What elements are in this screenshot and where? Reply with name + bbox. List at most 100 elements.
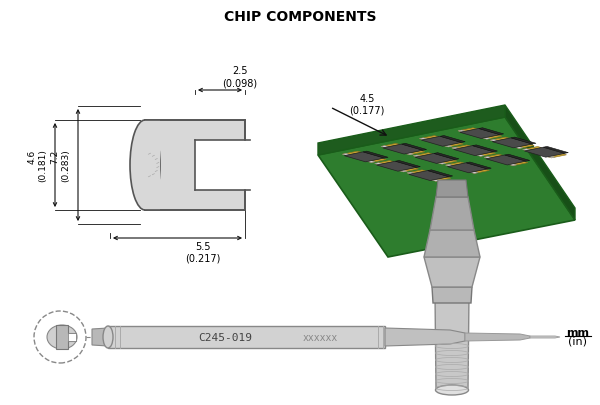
Polygon shape — [479, 128, 504, 135]
Polygon shape — [486, 156, 526, 166]
Polygon shape — [505, 106, 575, 220]
Polygon shape — [381, 144, 400, 148]
Polygon shape — [367, 161, 375, 163]
Polygon shape — [424, 257, 480, 287]
Polygon shape — [413, 153, 432, 158]
Polygon shape — [460, 129, 500, 139]
Polygon shape — [466, 163, 491, 170]
Text: C245-019: C245-019 — [198, 332, 252, 342]
FancyBboxPatch shape — [195, 141, 255, 190]
Polygon shape — [383, 145, 423, 155]
Polygon shape — [432, 180, 440, 182]
Polygon shape — [511, 138, 536, 145]
Polygon shape — [108, 326, 385, 348]
Polygon shape — [452, 145, 470, 150]
Polygon shape — [458, 128, 477, 132]
Polygon shape — [530, 336, 560, 338]
Polygon shape — [448, 163, 487, 173]
Polygon shape — [465, 333, 530, 341]
Polygon shape — [367, 159, 386, 163]
Polygon shape — [445, 143, 463, 147]
Ellipse shape — [436, 385, 469, 395]
Polygon shape — [68, 333, 76, 341]
Polygon shape — [445, 163, 464, 167]
Polygon shape — [515, 147, 523, 149]
Polygon shape — [490, 140, 498, 142]
Polygon shape — [490, 138, 509, 142]
Polygon shape — [445, 165, 453, 167]
Polygon shape — [436, 181, 468, 198]
Text: xxxxxx: xxxxxx — [302, 332, 338, 342]
Polygon shape — [419, 136, 438, 141]
Polygon shape — [548, 154, 566, 158]
Ellipse shape — [130, 121, 160, 211]
Polygon shape — [92, 328, 108, 346]
Polygon shape — [400, 168, 419, 173]
Polygon shape — [492, 139, 532, 149]
Polygon shape — [470, 172, 478, 174]
Polygon shape — [428, 171, 452, 177]
Polygon shape — [484, 155, 503, 159]
Polygon shape — [548, 157, 555, 158]
Polygon shape — [477, 153, 496, 157]
Polygon shape — [470, 170, 490, 174]
Polygon shape — [421, 137, 461, 147]
Polygon shape — [377, 162, 416, 172]
Polygon shape — [400, 171, 407, 173]
Polygon shape — [318, 106, 505, 156]
Polygon shape — [406, 153, 413, 156]
Polygon shape — [395, 161, 421, 168]
Ellipse shape — [103, 326, 113, 348]
Polygon shape — [524, 148, 565, 158]
Polygon shape — [509, 164, 517, 166]
Polygon shape — [523, 149, 530, 151]
Polygon shape — [452, 148, 459, 150]
Polygon shape — [509, 162, 528, 166]
Polygon shape — [385, 328, 465, 346]
Polygon shape — [477, 155, 484, 157]
Polygon shape — [343, 152, 361, 156]
Polygon shape — [505, 155, 530, 162]
Polygon shape — [484, 157, 491, 159]
Text: 4.5
(0.177): 4.5 (0.177) — [349, 94, 385, 115]
Text: 2.5
(0.098): 2.5 (0.098) — [223, 66, 257, 88]
Polygon shape — [445, 146, 452, 147]
Text: (in): (in) — [568, 336, 587, 346]
Text: 4.6
(0.181): 4.6 (0.181) — [28, 149, 47, 182]
Polygon shape — [543, 147, 568, 154]
Polygon shape — [415, 154, 455, 164]
Polygon shape — [432, 287, 472, 303]
Polygon shape — [363, 152, 388, 159]
Polygon shape — [344, 153, 385, 162]
Text: 5.5
(0.217): 5.5 (0.217) — [185, 241, 220, 263]
Polygon shape — [409, 171, 449, 181]
Polygon shape — [407, 171, 426, 175]
Text: mm: mm — [566, 327, 589, 337]
Polygon shape — [435, 295, 469, 390]
Polygon shape — [454, 146, 494, 156]
Polygon shape — [413, 156, 421, 158]
Polygon shape — [318, 118, 575, 257]
Polygon shape — [374, 161, 394, 165]
Polygon shape — [483, 136, 502, 140]
Ellipse shape — [47, 325, 77, 349]
Polygon shape — [438, 160, 457, 165]
Text: 7.2
(0.283): 7.2 (0.283) — [50, 149, 70, 182]
Polygon shape — [440, 136, 465, 143]
Polygon shape — [343, 154, 350, 156]
Polygon shape — [406, 151, 425, 156]
Text: CHIP COMPONENTS: CHIP COMPONENTS — [224, 10, 376, 24]
Polygon shape — [401, 144, 427, 151]
Polygon shape — [438, 163, 446, 165]
Polygon shape — [472, 145, 497, 152]
Polygon shape — [434, 153, 459, 160]
Polygon shape — [419, 139, 427, 141]
Polygon shape — [424, 230, 480, 257]
Polygon shape — [56, 325, 76, 349]
Polygon shape — [407, 173, 415, 175]
Polygon shape — [515, 145, 534, 149]
FancyBboxPatch shape — [145, 121, 245, 211]
Polygon shape — [523, 147, 541, 151]
Polygon shape — [374, 163, 382, 165]
Polygon shape — [381, 146, 388, 148]
